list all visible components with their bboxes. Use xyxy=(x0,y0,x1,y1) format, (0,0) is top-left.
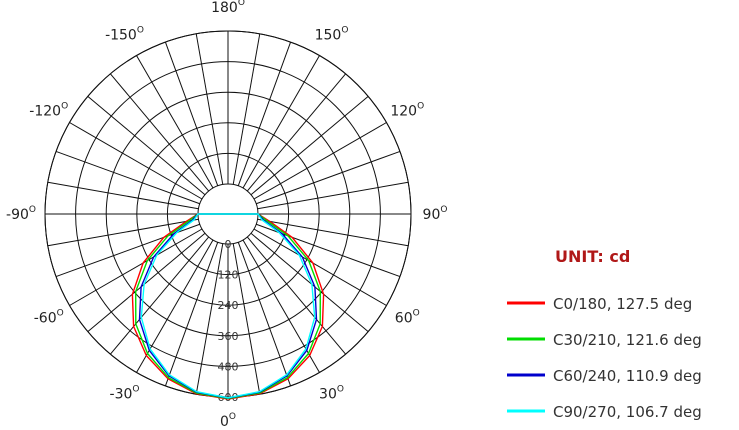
series-line xyxy=(140,213,316,399)
angle-label: 30O xyxy=(319,384,344,402)
grid-spoke xyxy=(232,243,261,395)
grid-spoke xyxy=(87,95,206,196)
grid-spoke xyxy=(256,150,401,205)
grid-spoke xyxy=(242,55,320,189)
angle-label: -60O xyxy=(34,309,64,327)
grid-spoke xyxy=(109,236,210,355)
angle-label: -150O xyxy=(105,26,144,44)
grid-spoke xyxy=(47,181,199,210)
grid-spoke xyxy=(237,41,292,186)
grid-spoke xyxy=(87,232,206,333)
legend: C0/180, 127.5 deg C30/210, 121.6 deg C60/2… xyxy=(507,295,702,421)
grid-spoke xyxy=(257,218,409,247)
grid-spoke xyxy=(55,150,200,205)
legend-label: C60/240, 110.9 deg xyxy=(553,367,702,385)
grid-spoke xyxy=(136,55,214,189)
grid-spoke xyxy=(237,242,292,387)
legend-label: C0/180, 127.5 deg xyxy=(553,295,692,313)
grid-spoke xyxy=(250,95,369,196)
grid-spoke xyxy=(257,181,409,210)
radial-tick-label: 360 xyxy=(218,330,239,343)
angle-label: 90O xyxy=(423,205,448,223)
grid-spoke xyxy=(109,73,210,192)
angle-label: -120O xyxy=(29,102,68,120)
grid-spoke xyxy=(253,122,387,200)
unit-label: UNIT: cd xyxy=(555,247,630,266)
grid-spoke xyxy=(195,33,224,185)
grid-spoke xyxy=(246,236,347,355)
angle-label: 180O xyxy=(211,0,245,16)
grid-spoke xyxy=(69,122,203,200)
grid-spoke xyxy=(253,228,387,306)
angle-label: -90O xyxy=(6,205,36,223)
grid-spoke xyxy=(195,243,224,395)
angle-label: 120O xyxy=(390,102,424,120)
grid-spoke xyxy=(164,41,219,186)
radial-tick-label: 0 xyxy=(225,238,232,251)
radial-tick-label: 480 xyxy=(218,360,239,373)
polar-grid xyxy=(44,30,412,398)
angle-label: 150O xyxy=(315,26,349,44)
legend-label: C90/270, 106.7 deg xyxy=(553,403,702,421)
angle-label: 0O xyxy=(220,412,236,430)
grid-spoke xyxy=(246,73,347,192)
grid-spoke xyxy=(232,33,261,185)
grid-spoke xyxy=(69,228,203,306)
grid-spoke xyxy=(47,218,199,247)
angle-labels: 180O 150O 120O 90O 60O 30O 0O -30O -60O -90O -120O… xyxy=(6,0,447,430)
grid-spoke xyxy=(250,232,369,333)
radial-tick-label: 240 xyxy=(218,299,239,312)
intensity-curves xyxy=(131,213,325,400)
angle-label: 60O xyxy=(395,309,420,327)
legend-label: C30/210, 121.6 deg xyxy=(553,331,702,349)
grid-spoke xyxy=(164,242,219,387)
angle-label: -30O xyxy=(110,384,140,402)
radial-tick-label: 120 xyxy=(218,269,239,282)
